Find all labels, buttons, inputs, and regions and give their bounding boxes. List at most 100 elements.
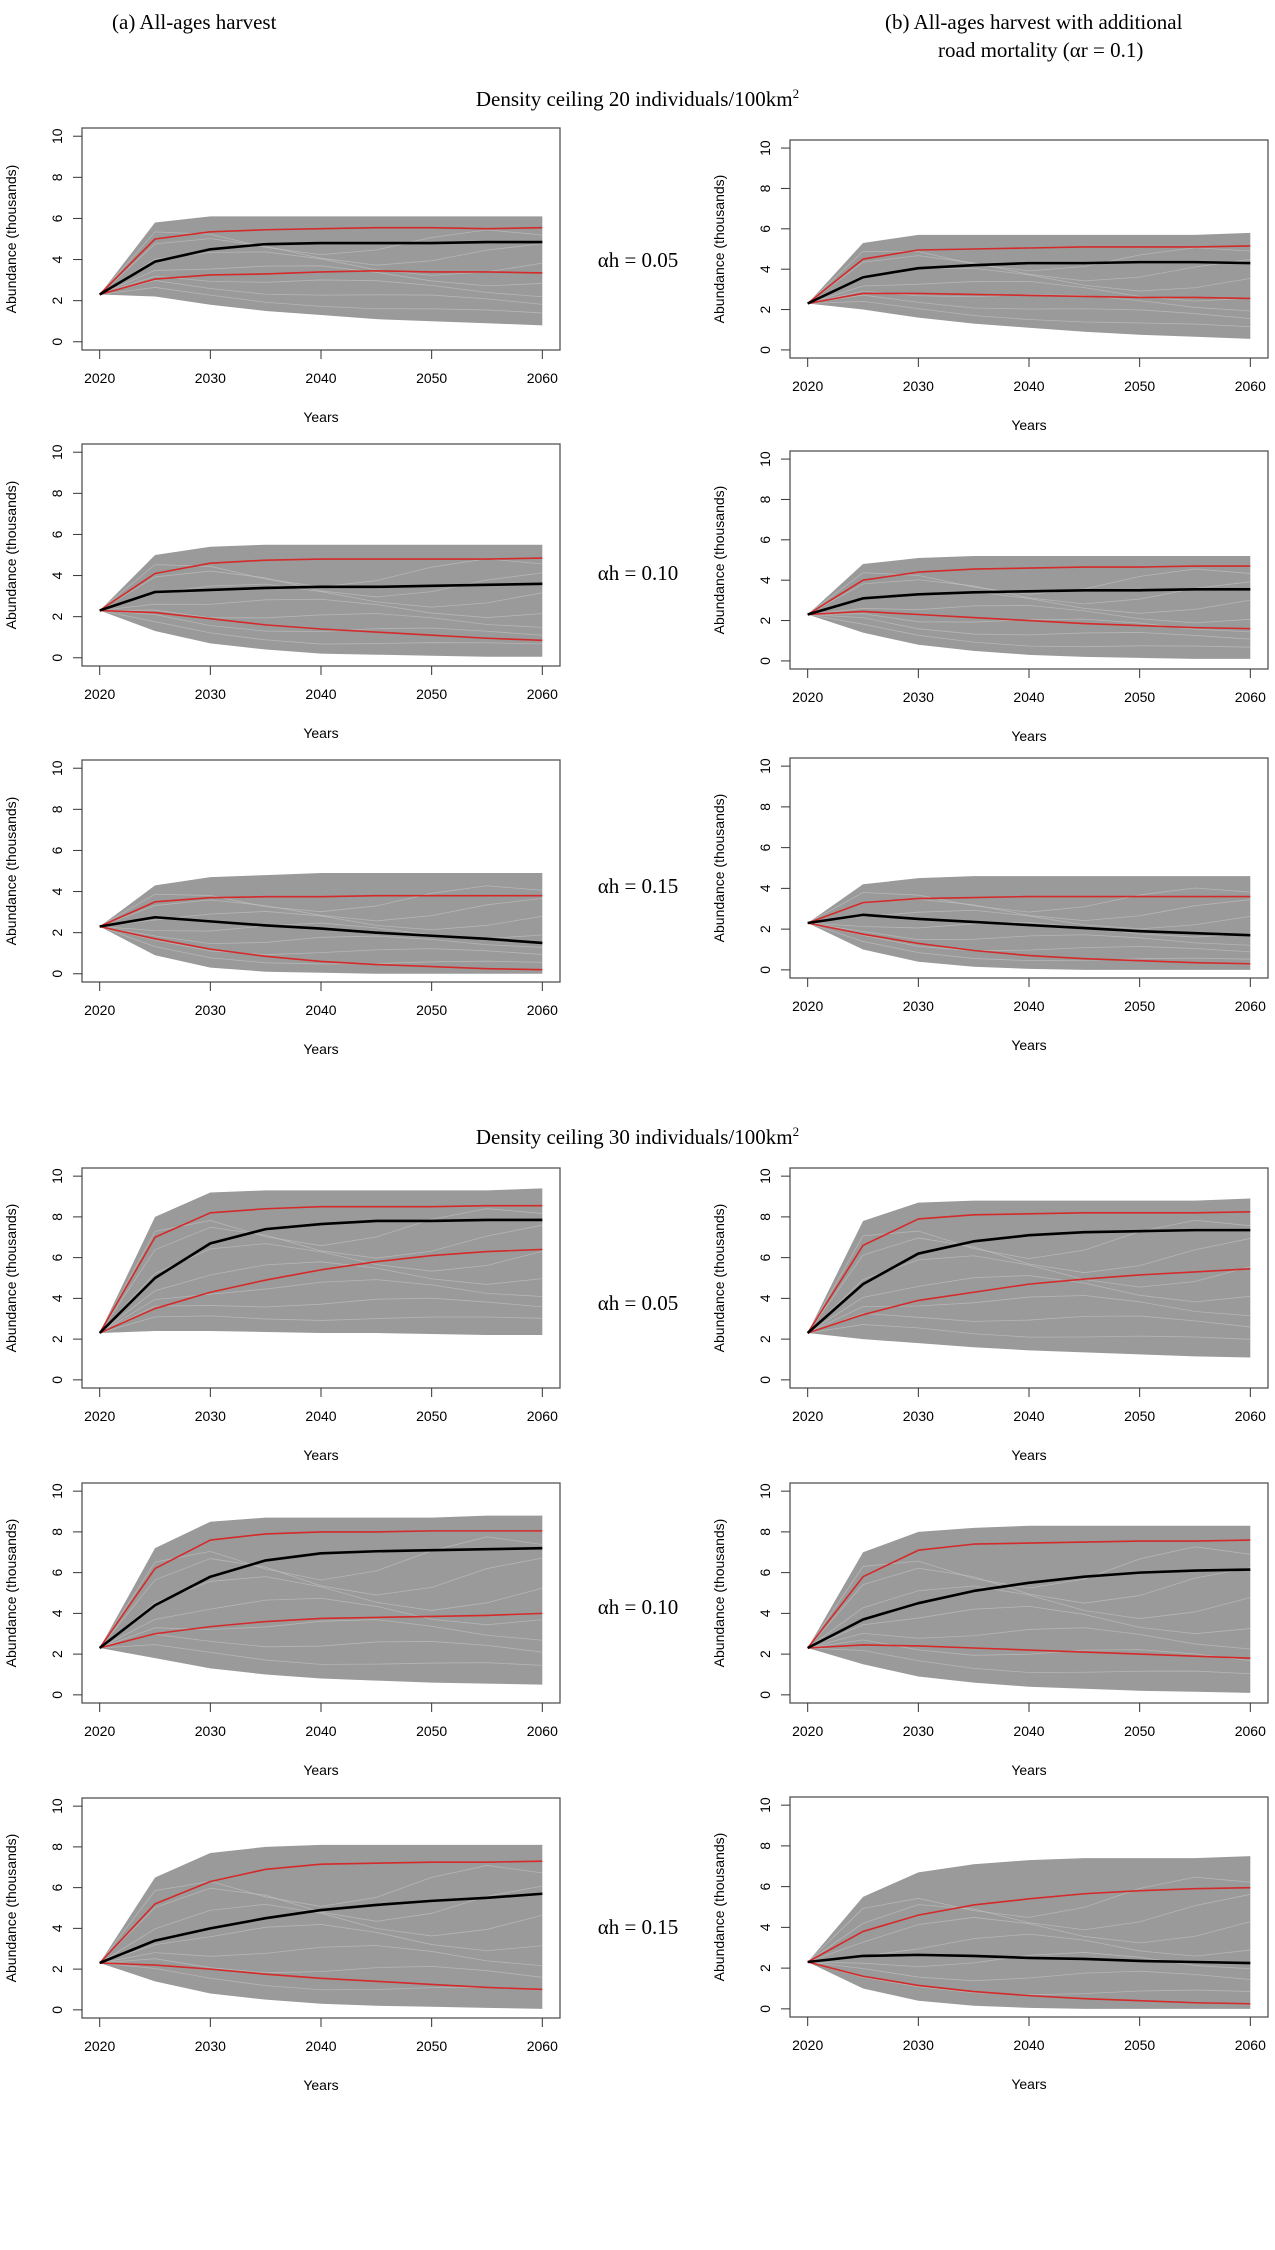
- y-tick-label: 10: [757, 140, 773, 156]
- lower-quantile-line: [99, 1962, 543, 1991]
- x-tick-label: 2060: [527, 1723, 558, 1739]
- simulation-trajectory: [99, 280, 543, 305]
- y-tick-label: 8: [757, 1528, 773, 1536]
- y-tick-label: 2: [49, 613, 65, 621]
- y-tick-label: 2: [49, 1965, 65, 1973]
- simulation-trajectory: [99, 1903, 543, 1964]
- y-tick-label: 0: [49, 1691, 65, 1699]
- x-tick-label: 2040: [305, 2038, 336, 2054]
- y-tick-label: 6: [49, 846, 65, 854]
- simulation-trajectory: [807, 1219, 1251, 1334]
- y-tick-label: 2: [49, 1650, 65, 1658]
- x-tick-label: 2050: [416, 2038, 447, 2054]
- simulation-trajectory: [99, 610, 543, 645]
- y-axis-label: Abundance (thousands): [3, 1204, 19, 1353]
- y-tick-label: 4: [49, 887, 65, 895]
- y-tick-label: 0: [49, 2006, 65, 2014]
- y-tick-label: 2: [757, 1335, 773, 1343]
- simulation-envelope: [807, 1525, 1251, 1693]
- lower-quantile-line: [807, 1644, 1251, 1659]
- x-tick-label: 2040: [305, 1002, 336, 1018]
- x-tick-label: 2030: [903, 1723, 934, 1739]
- x-tick-label: 2050: [416, 370, 447, 386]
- y-tick-label: 10: [49, 760, 65, 776]
- y-axis-label: Abundance (thousands): [3, 165, 19, 314]
- x-tick-label: 2050: [416, 686, 447, 702]
- simulation-trajectory: [807, 255, 1251, 304]
- y-tick-label: 6: [757, 225, 773, 233]
- y-tick-label: 0: [49, 338, 65, 346]
- upper-quantile-line: [807, 1539, 1251, 1649]
- y-tick-label: 2: [757, 305, 773, 313]
- simulation-trajectory: [99, 1597, 543, 1649]
- x-axis-label: Years: [1011, 2076, 1046, 2092]
- x-tick-label: 2040: [305, 1723, 336, 1739]
- simulation-trajectory: [807, 1237, 1251, 1334]
- y-tick-label: 10: [757, 451, 773, 467]
- simulation-trajectory: [99, 610, 543, 636]
- x-tick-label: 2050: [1124, 689, 1155, 705]
- y-tick-label: 2: [49, 1335, 65, 1343]
- y-axis-label: Abundance (thousands): [3, 1519, 19, 1668]
- x-tick-label: 2020: [792, 998, 823, 1014]
- median-line: [807, 1953, 1251, 1965]
- x-axis-label: Years: [1011, 1037, 1046, 1053]
- chart-a-d20-ah005: 2020 2030 2040 2050 2060 Years 0 2 4 6 8 10 Abundanc…: [3, 127, 561, 425]
- y-tick-label: 2: [757, 1964, 773, 1972]
- simulation-trajectory: [807, 922, 1251, 953]
- y-tick-label: 4: [757, 1609, 773, 1617]
- y-tick-label: 8: [49, 1213, 65, 1221]
- x-tick-label: 2060: [1235, 378, 1266, 394]
- x-tick-label: 2030: [903, 689, 934, 705]
- median-line: [807, 587, 1251, 616]
- x-tick-label: 2050: [1124, 998, 1155, 1014]
- chart-b-d20-ah015: 2020 2030 2040 2050 2060 Years 0 2 4 6 8 10 Abundanc…: [711, 757, 1269, 1053]
- simulation-trajectory: [99, 287, 543, 314]
- y-tick-label: 0: [49, 970, 65, 978]
- chart-b-d30-ah015: 2020 2030 2040 2050 2060 Years 0 2 4 6 8 10 Abundanc…: [711, 1796, 1269, 2092]
- y-tick-label: 10: [49, 1168, 65, 1184]
- upper-quantile-line: [99, 226, 543, 296]
- chart-b-d20-ah005: 2020 2030 2040 2050 2060 Years 0 2 4 6 8 10 Abundanc…: [711, 139, 1269, 433]
- y-tick-label: 10: [49, 444, 65, 460]
- upper-quantile-line: [807, 895, 1251, 924]
- simulation-trajectory: [99, 1279, 543, 1334]
- y-axis-label: Abundance (thousands): [3, 797, 19, 946]
- x-tick-label: 2030: [903, 1408, 934, 1424]
- x-tick-label: 2060: [527, 1408, 558, 1424]
- simulation-trajectory: [99, 265, 543, 295]
- y-tick-label: 6: [49, 530, 65, 538]
- y-tick-label: 8: [757, 803, 773, 811]
- upper-quantile-line: [807, 1210, 1251, 1334]
- x-tick-label: 2030: [195, 2038, 226, 2054]
- y-tick-label: 8: [49, 1843, 65, 1851]
- y-tick-label: 4: [757, 1923, 773, 1931]
- y-axis-label: Abundance (thousands): [3, 481, 19, 630]
- lower-quantile-line: [807, 922, 1251, 965]
- simulation-trajectory: [807, 1627, 1251, 1650]
- simulation-trajectory: [99, 1315, 543, 1334]
- lower-quantile-line: [807, 610, 1251, 630]
- y-tick-label: 4: [49, 1924, 65, 1932]
- simulation-trajectory: [99, 926, 543, 948]
- y-tick-label: 6: [757, 1569, 773, 1577]
- simulation-trajectory: [807, 1961, 1251, 1996]
- simulation-trajectory: [807, 605, 1251, 624]
- chart-a-d30-ah005: 2020 2030 2040 2050 2060 Years 0 2 4 6 8 10 Abundanc…: [3, 1167, 561, 1463]
- x-tick-label: 2020: [84, 2038, 115, 2054]
- y-tick-label: 2: [757, 925, 773, 933]
- simulation-trajectory: [99, 1208, 543, 1334]
- x-tick-label: 2050: [416, 1408, 447, 1424]
- upper-quantile-line: [99, 1860, 543, 1964]
- y-tick-label: 6: [757, 844, 773, 852]
- y-tick-label: 0: [757, 346, 773, 354]
- y-tick-label: 0: [757, 1376, 773, 1384]
- simulation-trajectory: [807, 280, 1251, 304]
- simulation-trajectory: [807, 1876, 1251, 1963]
- simulation-trajectory: [807, 922, 1251, 962]
- y-tick-label: 8: [49, 1528, 65, 1536]
- x-axis-label: Years: [1011, 417, 1046, 433]
- y-tick-label: 2: [49, 297, 65, 305]
- y-tick-label: 10: [49, 128, 65, 144]
- simulation-envelope: [99, 873, 543, 974]
